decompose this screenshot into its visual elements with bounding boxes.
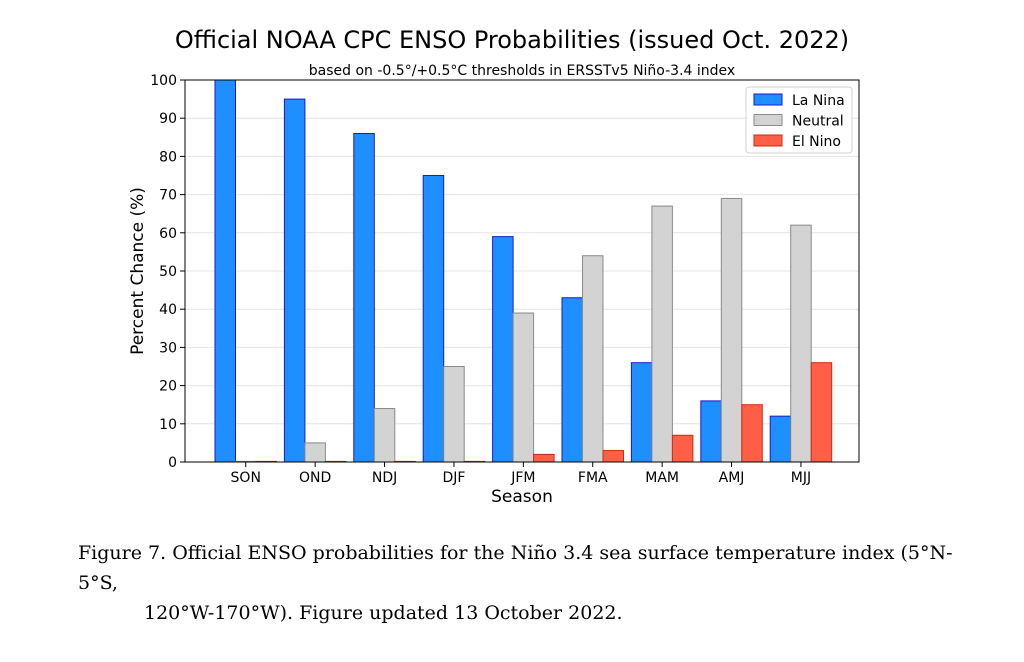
bar-la-nina-ndj — [353, 132, 375, 463]
x-tick-label: OND — [299, 470, 331, 486]
legend-label: Neutral — [792, 114, 844, 130]
bar-la-nina-son — [214, 79, 236, 463]
legend-swatch — [753, 134, 783, 147]
bar-neutral-fma — [582, 255, 604, 463]
bar-neutral-djf — [443, 366, 465, 463]
y-tick-label: 10 — [159, 417, 177, 433]
bar-la-nina-djf — [422, 175, 445, 463]
y-tick-label: 90 — [159, 111, 177, 127]
bar-la-nina-fma — [561, 297, 583, 463]
chart-subtitle: based on -0.5°/+0.5°C thresholds in ERSS… — [309, 63, 735, 79]
y-tick-label: 50 — [159, 264, 177, 280]
legend-swatch — [753, 93, 783, 106]
enso-figure: Official NOAA CPC ENSO Probabilities (is… — [128, 26, 860, 507]
bar-el-nino-amj — [741, 404, 763, 463]
legend: La Nina Neutral El Nino — [745, 86, 853, 154]
y-tick-label: 80 — [159, 149, 177, 165]
bar-neutral-mam — [651, 205, 673, 463]
x-axis-label: Season — [491, 487, 553, 507]
bar-el-nino-jfm — [533, 453, 555, 463]
bar-la-nina-mjj — [769, 415, 792, 463]
bar-el-nino-mam — [671, 434, 694, 463]
bar-neutral-ond — [304, 442, 326, 463]
x-tick-label: SON — [231, 470, 261, 486]
bar-la-nina-amj — [700, 400, 722, 463]
y-tick-label: 60 — [159, 226, 177, 242]
plot-frame — [184, 79, 860, 463]
y-tick-label: 20 — [159, 379, 177, 395]
bars — [214, 79, 833, 463]
axes: 0 10 20 30 40 50 60 70 80 90 100 SON OND NDJ DJF JFM FMA… — [150, 73, 860, 486]
bar-la-nina-ond — [283, 98, 306, 463]
chart-title: Official NOAA CPC ENSO Probabilities (is… — [175, 26, 849, 54]
legend-swatch — [753, 114, 783, 126]
bar-la-nina-mam — [630, 362, 653, 463]
bar-el-nino-fma — [602, 450, 624, 463]
bar-neutral-ndj — [373, 408, 396, 463]
legend-label: El Nino — [792, 134, 841, 150]
y-tick-label: 0 — [168, 455, 177, 471]
legend-label: La Nina — [792, 93, 845, 109]
x-tick-label: NDJ — [372, 470, 397, 486]
bar-la-nina-jfm — [492, 236, 514, 463]
caption-line-1: Figure 7. Official ENSO probabilities fo… — [78, 542, 953, 594]
figure-caption: Figure 7. Official ENSO probabilities fo… — [78, 538, 978, 628]
bar-el-nino-mjj — [810, 362, 833, 463]
x-tick-label: AMJ — [719, 470, 745, 486]
y-tick-label: 70 — [159, 188, 177, 204]
y-tick-label: 100 — [150, 73, 177, 89]
y-axis-label: Percent Chance (%) — [128, 187, 148, 355]
bar-neutral-amj — [720, 197, 743, 463]
y-tick-label: 40 — [159, 302, 177, 318]
x-tick-label: DJF — [442, 470, 465, 486]
bar-neutral-jfm — [512, 312, 535, 463]
enso-bar-chart: Official NOAA CPC ENSO Probabilities (is… — [128, 26, 860, 507]
x-tick-label: JFM — [510, 470, 535, 486]
y-tick-label: 30 — [159, 340, 177, 356]
x-tick-label: MAM — [645, 470, 679, 486]
x-tick-label: FMA — [578, 470, 608, 486]
caption-line-2: 120°W-170°W). Figure updated 13 October … — [144, 602, 623, 624]
bar-neutral-mjj — [790, 224, 812, 463]
x-tick-label: MJJ — [791, 470, 811, 486]
